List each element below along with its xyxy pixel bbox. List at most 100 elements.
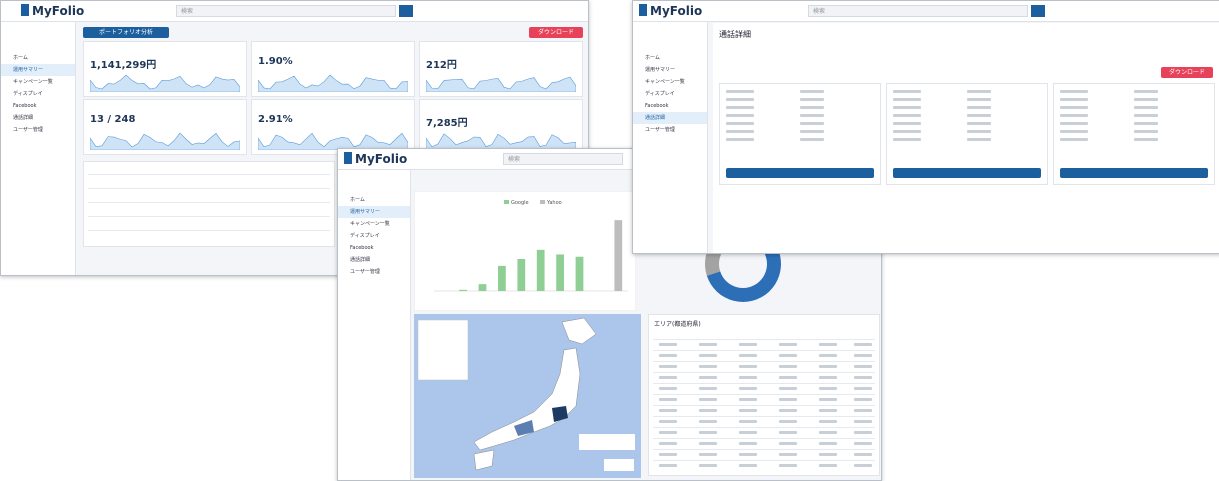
placeholder-text — [739, 365, 757, 368]
placeholder-text — [779, 343, 797, 346]
placeholder-text — [699, 343, 717, 346]
nav-item[interactable]: Facebook — [13, 103, 37, 109]
placeholder-text — [726, 122, 754, 125]
nav-item[interactable]: ディスプレイ — [645, 91, 675, 97]
placeholder-text — [699, 420, 717, 423]
placeholder-text — [726, 98, 754, 101]
placeholder-text — [819, 343, 837, 346]
placeholder-text — [659, 365, 677, 368]
placeholder-text — [819, 376, 837, 379]
nav-item[interactable]: ホーム — [13, 55, 28, 61]
placeholder-text — [739, 354, 757, 357]
placeholder-text — [967, 90, 991, 93]
search-box[interactable]: 検索 — [176, 5, 396, 17]
placeholder-text — [854, 409, 872, 412]
bar — [517, 259, 526, 291]
placeholder-text — [854, 420, 872, 423]
nav-item[interactable]: ディスプレイ — [13, 91, 43, 97]
nav-item[interactable]: 通話詳細 — [350, 257, 371, 263]
search-box[interactable]: 検索 — [808, 5, 1028, 17]
nav-item[interactable]: Facebook — [350, 245, 374, 251]
logo: MyFolio — [639, 4, 702, 18]
table-rule — [88, 188, 330, 189]
nav-item[interactable]: ユーザー管理 — [13, 127, 43, 133]
nav-item[interactable]: 運用サマリー — [338, 206, 410, 218]
table-rule — [88, 202, 330, 203]
map-button[interactable] — [604, 459, 634, 471]
table-rule — [88, 230, 330, 231]
map — [414, 314, 641, 478]
nav-item[interactable]: ホーム — [350, 197, 365, 203]
nav-item[interactable]: ユーザー管理 — [350, 269, 380, 275]
placeholder-text — [1060, 130, 1088, 133]
sparkline — [258, 74, 408, 92]
map-button[interactable] — [579, 434, 635, 450]
placeholder-text — [819, 420, 837, 423]
nav-item[interactable]: キャンペーン一覧 — [350, 221, 390, 227]
placeholder-text — [1134, 122, 1158, 125]
map-legend — [417, 319, 469, 381]
map-land — [561, 317, 597, 345]
table-rule — [653, 438, 875, 439]
search-button[interactable] — [1031, 5, 1045, 17]
table-rule — [653, 383, 875, 384]
placeholder-text — [819, 387, 837, 390]
placeholder-text — [659, 354, 677, 357]
nav-item[interactable]: 通話詳細 — [633, 112, 707, 124]
placeholder-text — [800, 90, 824, 93]
logo: MyFolio — [21, 4, 84, 18]
bar — [478, 284, 487, 291]
placeholder-text — [1134, 106, 1158, 109]
placeholder-text — [967, 98, 991, 101]
nav-item[interactable]: 運用サマリー — [645, 67, 676, 73]
search-button[interactable] — [399, 5, 413, 17]
brand: MyFolio — [650, 4, 703, 18]
header: MyFolio 検索 — [1, 1, 588, 22]
placeholder-text — [779, 453, 797, 456]
nav-item[interactable]: 運用サマリー — [1, 64, 75, 76]
content: 通話詳細 ダウンロード — [713, 23, 1219, 253]
table-rule — [653, 361, 875, 362]
placeholder-text — [1134, 90, 1158, 93]
detail-card — [719, 83, 881, 185]
download-button[interactable]: ダウンロード — [529, 27, 583, 38]
csv-button[interactable] — [726, 168, 874, 178]
placeholder-text — [1060, 90, 1088, 93]
nav-item[interactable]: ホーム — [645, 55, 660, 61]
nav-item[interactable]: 通話詳細 — [13, 115, 34, 121]
nav-item[interactable]: キャンペーン一覧 — [645, 79, 685, 85]
sparkline-area — [426, 76, 576, 92]
detail-card — [886, 83, 1048, 185]
table-rule — [653, 350, 875, 351]
map-region — [552, 406, 568, 422]
placeholder-text — [726, 138, 754, 141]
sidebar: ホーム 運用サマリー キャンペーン一覧 ディスプレイ Facebook 通話詳細… — [1, 22, 76, 275]
placeholder-text — [967, 122, 991, 125]
nav-item[interactable]: ユーザー管理 — [645, 127, 675, 133]
placeholder-text — [819, 409, 837, 412]
csv-button[interactable] — [1060, 168, 1208, 178]
nav-item[interactable]: キャンペーン一覧 — [13, 79, 53, 85]
csv-button[interactable] — [893, 168, 1041, 178]
placeholder-text — [779, 398, 797, 401]
placeholder-text — [699, 464, 717, 467]
placeholder-text — [699, 453, 717, 456]
download-button[interactable]: ダウンロード — [1161, 67, 1213, 78]
sparkline — [258, 132, 408, 150]
placeholder-text — [800, 98, 824, 101]
tab[interactable]: ポートフォリオ分析 — [83, 27, 169, 38]
placeholder-text — [699, 398, 717, 401]
placeholder-text — [800, 130, 824, 133]
sparkline — [426, 133, 576, 150]
table-rule — [88, 216, 330, 217]
placeholder-text — [779, 409, 797, 412]
placeholder-text — [819, 442, 837, 445]
nav-item[interactable]: ディスプレイ — [350, 233, 380, 239]
placeholder-text — [659, 376, 677, 379]
bar — [575, 256, 584, 291]
placeholder-text — [659, 343, 677, 346]
search-box[interactable]: 検索 — [503, 153, 623, 165]
placeholder-text — [1134, 138, 1158, 141]
nav-item[interactable]: Facebook — [645, 103, 669, 109]
placeholder-text — [739, 343, 757, 346]
